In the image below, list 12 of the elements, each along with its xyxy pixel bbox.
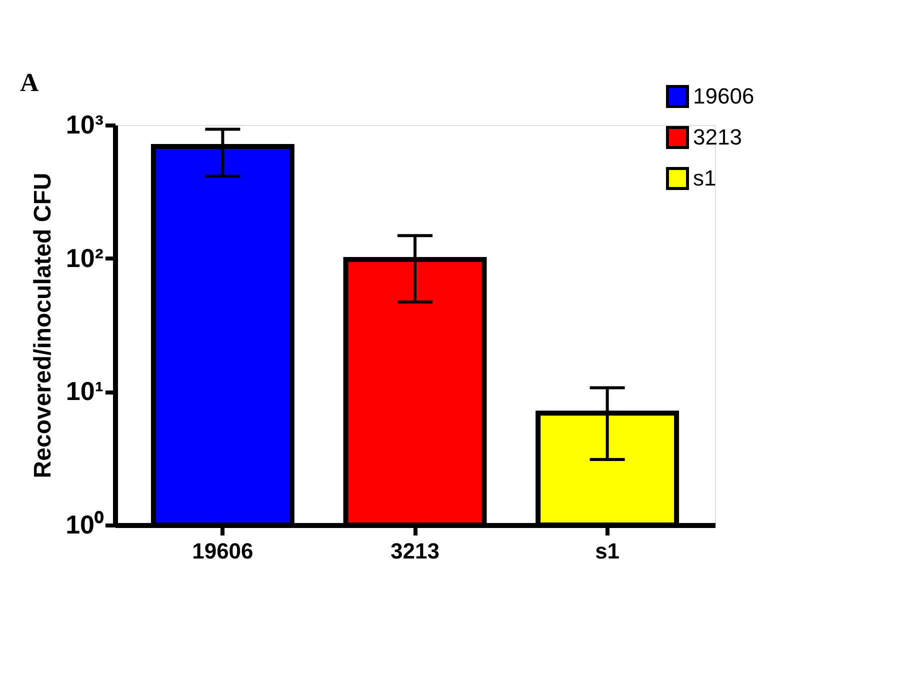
y-tick-label: 10³ bbox=[66, 110, 104, 140]
x-tick-label: 3213 bbox=[390, 538, 440, 564]
x-tick-label: s1 bbox=[595, 538, 620, 564]
y-axis-title: Recovered/inoculated CFU bbox=[30, 172, 57, 478]
x-tick-label: 19606 bbox=[192, 538, 254, 564]
legend-label: s1 bbox=[693, 166, 716, 190]
y-tick-label: 10¹ bbox=[66, 376, 104, 406]
legend-label: 3213 bbox=[693, 124, 742, 150]
legend-label: 19606 bbox=[693, 84, 754, 108]
text: A bbox=[20, 68, 39, 97]
y-tick-label: 10² bbox=[66, 242, 104, 273]
y-tick-label: 10⁰ bbox=[66, 510, 104, 540]
